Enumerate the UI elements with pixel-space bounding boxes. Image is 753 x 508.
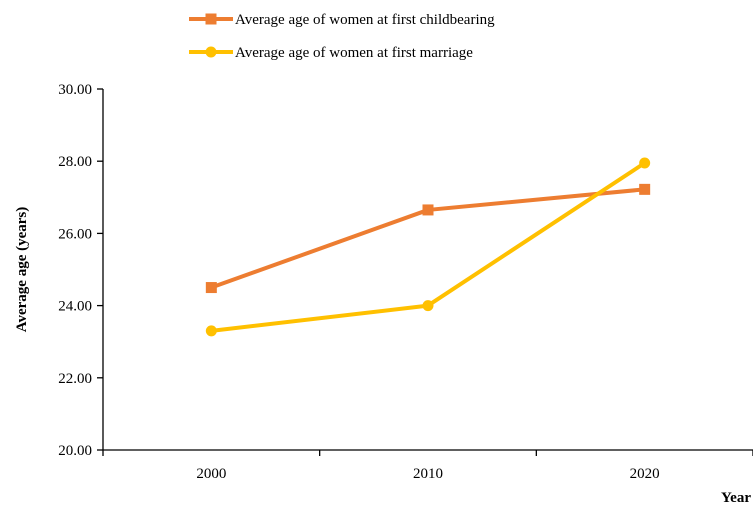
y-axis-title: Average age (years) bbox=[14, 207, 30, 333]
data-point bbox=[639, 157, 651, 169]
legend-marker bbox=[205, 46, 217, 58]
data-point bbox=[205, 325, 217, 337]
y-tick-label: 30.00 bbox=[58, 82, 92, 98]
legend-label: Average age of women at first marriage bbox=[235, 45, 473, 61]
y-axis: 20.00 22.00 24.00 26.00 28.00 30.00 bbox=[58, 82, 104, 459]
legend-item: Average age of women at first marriage bbox=[189, 45, 473, 61]
x-axis: 2000 2010 2020 bbox=[102, 449, 753, 482]
y-tick-label: 22.00 bbox=[58, 371, 92, 387]
x-tick-label: 2010 bbox=[413, 466, 443, 482]
legend-item: Average age of women at first childbeari… bbox=[189, 12, 495, 28]
x-tick-label: 2020 bbox=[630, 466, 660, 482]
series-layer bbox=[205, 157, 651, 337]
legend-label: Average age of women at first childbeari… bbox=[235, 12, 495, 28]
y-tick-label: 26.00 bbox=[58, 226, 92, 242]
series-childbearing bbox=[205, 183, 651, 294]
data-point bbox=[205, 282, 217, 294]
data-point bbox=[422, 204, 434, 216]
data-point bbox=[422, 300, 434, 312]
data-point bbox=[639, 183, 651, 195]
y-tick-label: 28.00 bbox=[58, 154, 92, 170]
series-marriage bbox=[205, 157, 651, 337]
x-tick-label: 2000 bbox=[196, 466, 226, 482]
y-tick-label: 20.00 bbox=[58, 443, 92, 459]
x-axis-title: Year bbox=[721, 490, 751, 506]
legend: Average age of women at first childbeari… bbox=[189, 12, 495, 61]
legend-marker bbox=[205, 13, 217, 25]
y-tick-label: 24.00 bbox=[58, 299, 92, 315]
